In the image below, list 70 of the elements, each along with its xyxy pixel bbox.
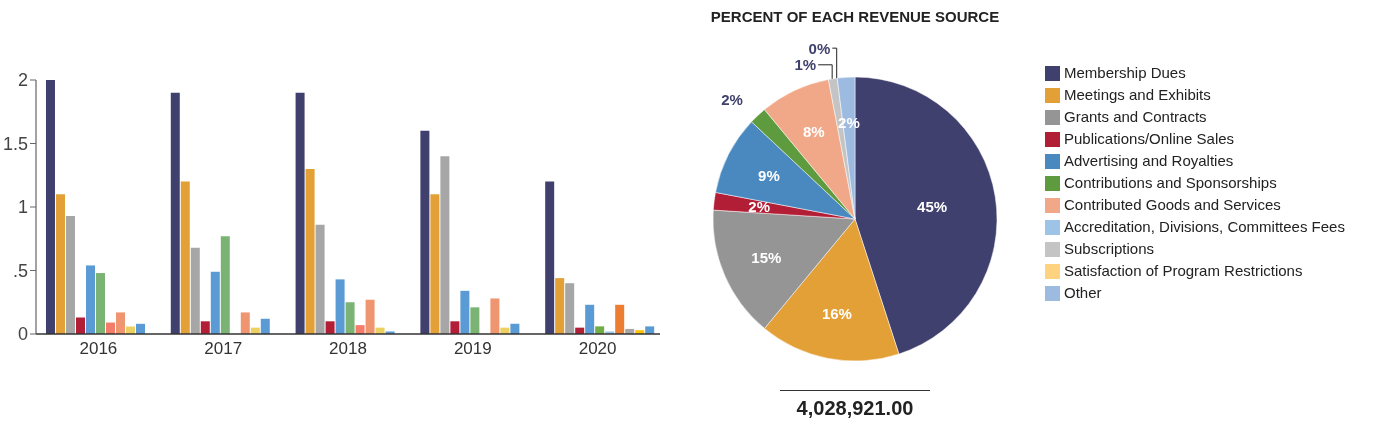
bar xyxy=(210,271,220,334)
x-tick-label: 2018 xyxy=(329,339,367,359)
bar xyxy=(335,279,345,334)
data-label: 1% xyxy=(794,56,817,74)
bar xyxy=(615,304,625,334)
bar xyxy=(260,318,270,334)
bar xyxy=(325,321,335,334)
data-label: 8% xyxy=(803,123,825,141)
bar xyxy=(470,307,480,334)
y-tick-label: 2 xyxy=(17,70,28,91)
bar xyxy=(345,302,355,334)
legend-label: Grants and Contracts xyxy=(1064,108,1207,125)
bar xyxy=(190,247,200,334)
bar xyxy=(545,181,555,334)
bar xyxy=(355,325,365,334)
x-tick-label: 2019 xyxy=(453,339,492,359)
legend-label: Meetings and Exhibits xyxy=(1064,86,1211,103)
bar xyxy=(125,326,135,334)
legend-label: Accreditation, Divisions, Committees Fees xyxy=(1064,218,1345,235)
bar xyxy=(585,304,595,334)
data-label: 2% xyxy=(748,198,771,216)
legend-label: Contributions and Sponsorships xyxy=(1064,174,1277,191)
text: 0% xyxy=(808,39,831,57)
y-tick-label: 0 xyxy=(17,324,28,345)
legend-label: Satisfaction of Program Restrictions xyxy=(1064,262,1303,279)
bar xyxy=(305,168,315,334)
y-tick-label: 1 xyxy=(17,197,28,218)
bar xyxy=(55,194,65,334)
bar xyxy=(95,273,105,334)
text: 4,028,921.00 xyxy=(780,390,930,420)
bar xyxy=(115,312,125,334)
data-label: 16% xyxy=(821,305,852,323)
legend-label: Publications/Online Sales xyxy=(1064,130,1235,147)
bar xyxy=(180,181,190,334)
bar xyxy=(645,326,655,334)
bar xyxy=(65,215,75,334)
data-label: 45% xyxy=(917,198,948,216)
data-label: 15% xyxy=(751,248,782,266)
bar xyxy=(220,236,230,334)
bar xyxy=(450,321,460,334)
bar xyxy=(295,92,305,334)
legend-label: Membership Dues xyxy=(1064,64,1186,81)
bar xyxy=(430,194,440,334)
bar xyxy=(45,80,55,334)
x-tick-label: 2020 xyxy=(578,339,617,359)
bar xyxy=(565,283,575,334)
bar xyxy=(555,278,565,334)
legend-label: Subscriptions xyxy=(1064,240,1155,257)
bar xyxy=(85,265,95,334)
bar xyxy=(490,298,500,334)
bar xyxy=(75,317,85,334)
legend-label: Other xyxy=(1064,284,1102,301)
data-label: 2% xyxy=(721,91,743,109)
bar xyxy=(420,130,430,334)
bar xyxy=(365,299,375,334)
chart-title: PERCENT OF EACH REVENUE SOURCE xyxy=(709,8,1001,25)
y-tick-label: .5 xyxy=(12,260,28,281)
bar xyxy=(440,156,450,334)
bar xyxy=(240,312,250,334)
legend-label: Contributed Goods and Services xyxy=(1064,196,1281,213)
y-tick-label: 1.5 xyxy=(2,133,28,154)
bar xyxy=(200,321,210,334)
legend-label: Advertising and Royalties xyxy=(1064,152,1234,169)
x-tick-label: 2017 xyxy=(204,339,243,359)
bar xyxy=(595,326,605,334)
x-tick-label: 2016 xyxy=(79,339,118,359)
bar xyxy=(460,290,470,334)
bar xyxy=(315,224,325,334)
data-label: 9% xyxy=(758,166,780,184)
bar xyxy=(170,92,180,334)
